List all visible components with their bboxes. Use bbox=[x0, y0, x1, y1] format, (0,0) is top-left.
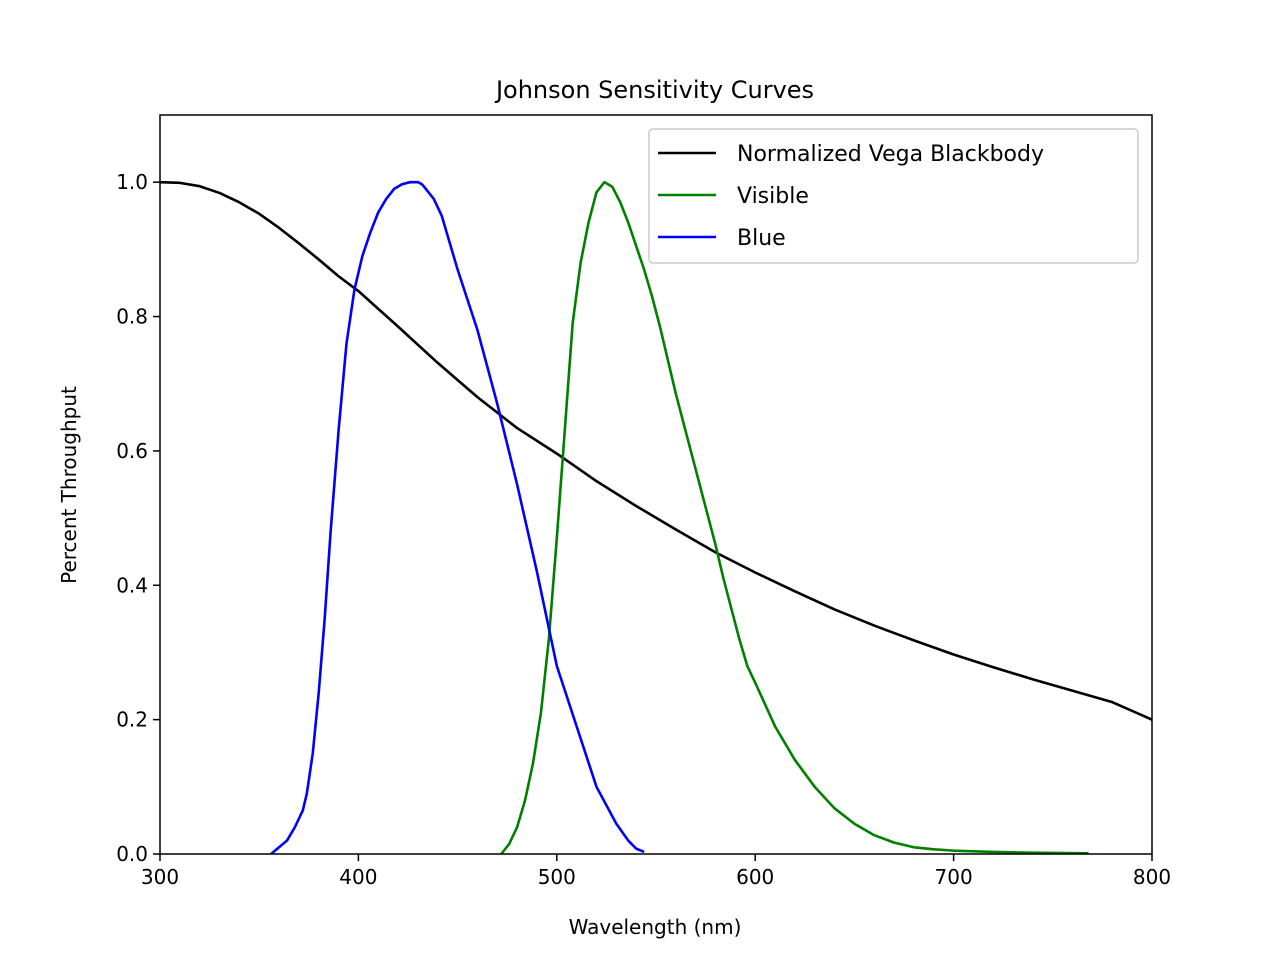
plot-area bbox=[159, 180, 1153, 855]
y-tick-label: 0.8 bbox=[116, 305, 148, 329]
legend-label: Normalized Vega Blackbody bbox=[737, 142, 1044, 167]
x-axis-label: Wavelength (nm) bbox=[569, 915, 742, 939]
x-tick-label: 700 bbox=[935, 865, 973, 889]
chart-title: Johnson Sensitivity Curves bbox=[494, 76, 814, 104]
x-tick-label: 800 bbox=[1133, 865, 1171, 889]
plot-frame bbox=[159, 114, 1153, 855]
x-tick-label: 300 bbox=[141, 865, 179, 889]
series-line-normalized-vega-blackbody bbox=[159, 180, 1153, 721]
tick-group: 300 400 500 600 700 800 0.0 0.2 0.4 0.6 0.8 1.0 bbox=[116, 170, 1171, 889]
legend-label: Blue bbox=[737, 226, 786, 251]
legend-label: Visible bbox=[737, 184, 809, 209]
x-tick-label: 500 bbox=[538, 865, 576, 889]
x-tick-label: 400 bbox=[339, 865, 377, 889]
legend-box bbox=[648, 128, 1139, 264]
y-tick-label: 0.6 bbox=[116, 439, 148, 463]
y-tick-label: 0.4 bbox=[116, 573, 148, 597]
legend: Normalized Vega Blackbody Visible Blue bbox=[648, 128, 1139, 264]
x-tick-label: 600 bbox=[736, 865, 774, 889]
y-tick-label: 0.2 bbox=[116, 708, 148, 732]
y-tick-label: 1.0 bbox=[116, 170, 148, 194]
y-tick-label: 0.0 bbox=[116, 842, 148, 866]
series-line-visible bbox=[500, 180, 1089, 855]
series-line-blue bbox=[270, 180, 645, 855]
y-axis-label: Percent Throughput bbox=[57, 386, 81, 584]
